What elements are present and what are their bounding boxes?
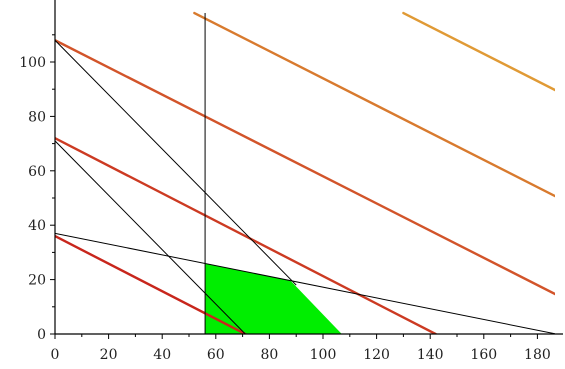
y-tick-label: 60 — [28, 164, 46, 180]
constraint-line-1 — [55, 39, 297, 286]
objective-line-4 — [193, 11, 555, 198]
feasible-region-layer — [205, 263, 342, 334]
axes-layer — [54, 0, 563, 335]
lines-layer — [55, 11, 555, 334]
y-tick-label: 20 — [28, 273, 46, 289]
feasible-region — [205, 263, 342, 334]
x-tick-label: 20 — [100, 347, 118, 363]
x-tick-label: 100 — [310, 347, 337, 363]
x-tick-label: 0 — [51, 347, 60, 363]
x-tick-label: 140 — [417, 347, 444, 363]
y-tick-label: 80 — [28, 109, 46, 125]
x-tick-label: 40 — [153, 347, 171, 363]
objective-line-1 — [55, 234, 247, 334]
y-tick-label: 0 — [37, 327, 46, 343]
constraint-line-3 — [55, 232, 555, 334]
x-tick-label: 180 — [524, 347, 551, 363]
y-tick-label: 40 — [28, 218, 46, 234]
objective-line-2 — [55, 136, 437, 334]
objective-line-3 — [55, 39, 555, 296]
x-tick-label: 160 — [470, 347, 497, 363]
constraint-line-2 — [55, 140, 246, 334]
x-tick-label: 80 — [260, 347, 278, 363]
ticks-layer: 0 20 40 60 80 100 120 140 160 180 0 20 40 60 80 100 — [19, 34, 551, 363]
y-tick-label: 100 — [19, 55, 46, 71]
objective-line-5 — [402, 11, 555, 92]
x-tick-label: 60 — [207, 347, 225, 363]
x-tick-label: 120 — [363, 347, 390, 363]
